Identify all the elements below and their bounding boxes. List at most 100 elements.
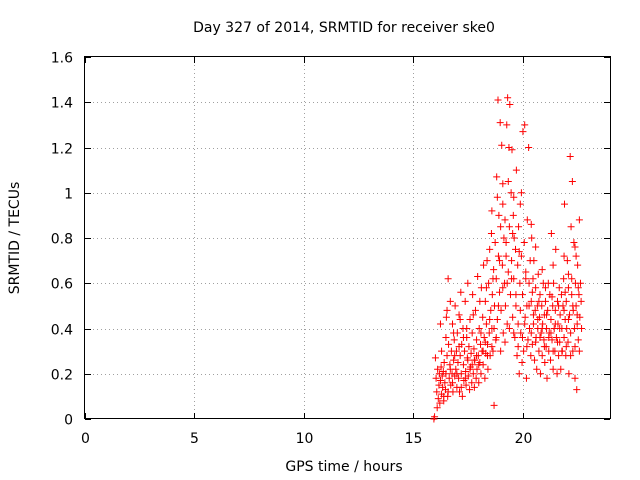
y-tick-label: 0.8 bbox=[51, 232, 73, 248]
data-point bbox=[531, 306, 539, 314]
data-point bbox=[534, 315, 542, 323]
data-point bbox=[502, 252, 510, 260]
y-tick-label: 0.4 bbox=[51, 323, 73, 339]
data-point bbox=[541, 284, 549, 292]
data-point bbox=[573, 386, 581, 394]
data-point bbox=[532, 243, 540, 251]
data-point bbox=[568, 291, 576, 299]
chart-title: Day 327 of 2014, SRMTID for receiver ske… bbox=[193, 20, 495, 36]
data-point bbox=[564, 315, 572, 323]
data-point bbox=[497, 223, 505, 231]
data-point bbox=[557, 291, 565, 299]
data-point bbox=[576, 279, 584, 287]
data-point bbox=[442, 313, 450, 321]
data-point bbox=[508, 146, 516, 154]
data-point bbox=[528, 234, 536, 242]
data-point bbox=[468, 379, 476, 387]
data-point bbox=[451, 352, 459, 360]
grid bbox=[85, 57, 610, 419]
data-point bbox=[575, 291, 583, 299]
data-point bbox=[514, 320, 522, 328]
data-point bbox=[532, 338, 540, 346]
y-axis-label: SRMTID / TECUs bbox=[7, 182, 23, 295]
data-point bbox=[513, 352, 521, 360]
data-point bbox=[541, 297, 549, 305]
data-point bbox=[433, 388, 441, 396]
data-point bbox=[519, 291, 526, 299]
data-point bbox=[563, 325, 571, 332]
data-point bbox=[485, 279, 493, 287]
data-point bbox=[571, 374, 579, 382]
data-point bbox=[567, 352, 575, 360]
data-point bbox=[477, 340, 484, 348]
data-point bbox=[525, 279, 533, 287]
data-point bbox=[569, 347, 577, 355]
data-point bbox=[467, 349, 475, 357]
data-point bbox=[517, 329, 525, 337]
data-point bbox=[514, 261, 522, 269]
data-point bbox=[574, 261, 582, 269]
data-point bbox=[479, 347, 487, 355]
data-point bbox=[488, 207, 496, 215]
data-point bbox=[547, 329, 555, 337]
data-point bbox=[519, 334, 526, 342]
data-point bbox=[560, 252, 568, 260]
data-point bbox=[501, 338, 509, 346]
data-point bbox=[529, 311, 537, 319]
data-point bbox=[573, 311, 581, 319]
data-point bbox=[564, 270, 572, 278]
data-point bbox=[473, 352, 481, 360]
data-point bbox=[556, 311, 564, 319]
data-point bbox=[562, 297, 570, 305]
data-point bbox=[499, 329, 507, 337]
y-tick-label: 0.6 bbox=[51, 277, 73, 293]
data-point bbox=[555, 284, 563, 292]
data-point bbox=[569, 302, 577, 310]
data-point bbox=[570, 239, 578, 247]
data-point bbox=[487, 229, 495, 237]
data-point bbox=[444, 388, 452, 396]
data-point bbox=[497, 306, 505, 314]
data-point bbox=[432, 374, 440, 382]
data-point bbox=[571, 343, 579, 351]
data-point bbox=[547, 229, 555, 237]
data-point bbox=[571, 243, 579, 251]
data-point bbox=[490, 325, 498, 332]
data-point bbox=[515, 223, 523, 231]
data-point bbox=[485, 329, 493, 337]
data-point bbox=[522, 374, 530, 382]
data-point bbox=[462, 367, 470, 375]
data-point bbox=[527, 352, 535, 360]
data-point bbox=[461, 347, 469, 355]
data-point bbox=[517, 252, 525, 260]
data-point bbox=[538, 325, 546, 332]
data-point bbox=[538, 352, 546, 360]
data-point bbox=[434, 395, 442, 403]
data-point bbox=[544, 306, 552, 314]
data-point bbox=[551, 306, 559, 314]
data-point bbox=[512, 291, 520, 299]
data-point bbox=[480, 334, 488, 342]
data-point bbox=[536, 370, 544, 378]
data-point bbox=[515, 370, 523, 378]
data-point bbox=[446, 297, 454, 305]
data-point bbox=[505, 325, 513, 332]
data-points bbox=[430, 94, 586, 423]
data-point bbox=[452, 347, 460, 355]
data-point bbox=[564, 284, 572, 292]
y-tick-label: 1 bbox=[64, 187, 73, 203]
data-point bbox=[512, 245, 519, 253]
data-point bbox=[549, 261, 557, 269]
data-point bbox=[520, 347, 528, 355]
data-point bbox=[490, 401, 498, 409]
data-point bbox=[442, 370, 450, 378]
data-point bbox=[557, 365, 565, 373]
data-point bbox=[536, 291, 544, 299]
data-point bbox=[502, 239, 510, 247]
data-point bbox=[477, 370, 485, 378]
data-point bbox=[435, 381, 443, 389]
data-point bbox=[549, 302, 557, 310]
data-point bbox=[524, 336, 532, 344]
data-point bbox=[494, 252, 502, 260]
data-point bbox=[574, 336, 582, 344]
